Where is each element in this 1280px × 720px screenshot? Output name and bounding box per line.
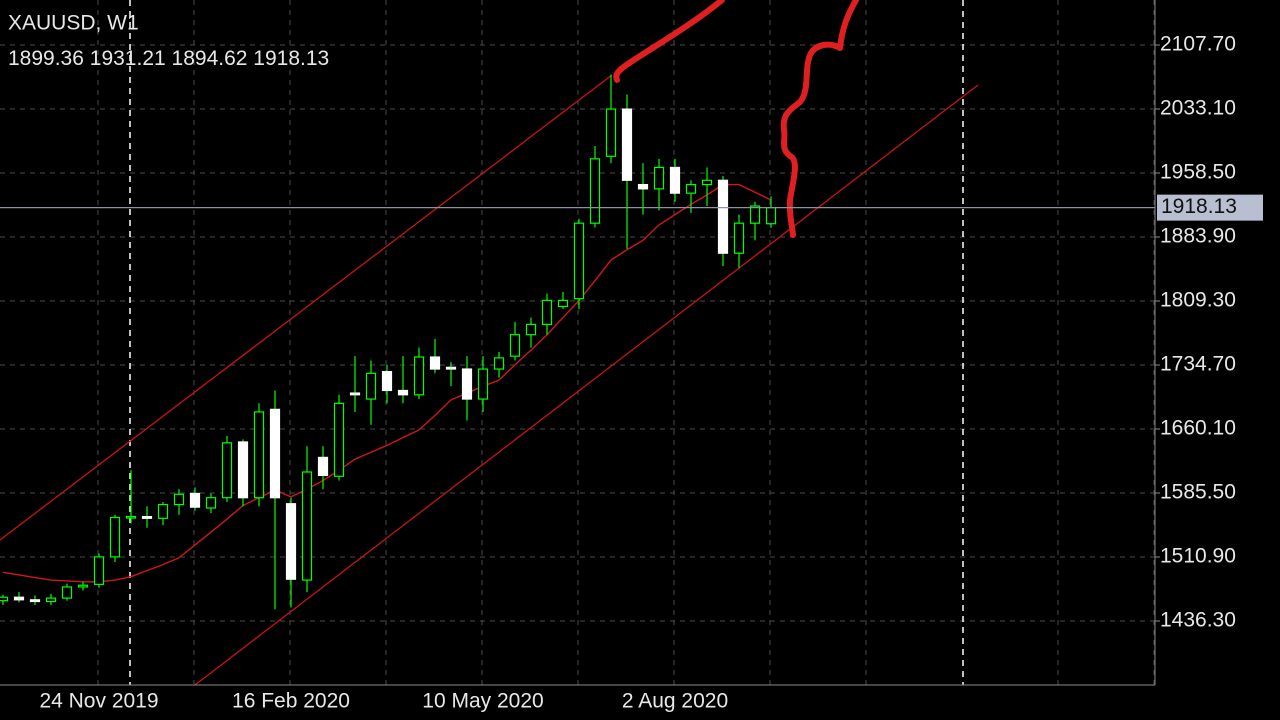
ohlc-header: 1899.36 1931.21 1894.62 1918.13 <box>8 47 329 70</box>
candle-body <box>221 442 233 499</box>
candle-body <box>413 356 425 396</box>
candle-body <box>605 108 617 157</box>
candle-body <box>573 222 585 300</box>
candle-body <box>701 179 713 186</box>
candle-body <box>141 515 153 519</box>
x-tick-label: 2 Aug 2020 <box>622 690 728 713</box>
candle-body <box>13 596 25 601</box>
candle-body <box>477 368 489 400</box>
candle-body <box>285 503 297 580</box>
y-tick-label: 2033.10 <box>1160 97 1236 120</box>
candle-body <box>77 584 89 588</box>
candle-body <box>301 471 313 581</box>
candle-body <box>189 492 201 508</box>
candle-body <box>237 441 249 499</box>
candle-body <box>445 366 457 370</box>
candle-body <box>29 599 41 603</box>
current-price-box <box>1157 194 1263 221</box>
candle-body <box>717 179 729 254</box>
x-tick-label: 16 Feb 2020 <box>232 690 350 713</box>
open-value: 1899.36 <box>8 47 84 70</box>
candle-body <box>317 456 329 477</box>
candle-body <box>125 515 137 519</box>
y-tick-label: 1660.10 <box>1160 417 1236 440</box>
candle-body <box>45 597 57 603</box>
candle-body <box>269 408 281 499</box>
candle-body <box>0 596 9 602</box>
candle-body <box>749 205 761 224</box>
close-value: 1918.13 <box>253 47 329 70</box>
candle-body <box>397 389 409 396</box>
candle-body <box>685 183 697 194</box>
candle-body <box>93 556 105 585</box>
candle-body <box>637 183 649 190</box>
candle-body <box>765 207 777 225</box>
candle-body <box>461 368 473 400</box>
candle-body <box>557 299 569 308</box>
candle-body <box>429 356 441 370</box>
candle-body <box>541 299 553 326</box>
current-price-label: 1918.13 <box>1161 195 1237 218</box>
y-tick-label: 1510.90 <box>1160 545 1236 568</box>
y-tick-label: 1883.90 <box>1160 225 1236 248</box>
low-value: 1894.62 <box>172 47 248 70</box>
candle-body <box>253 411 265 499</box>
candle-body <box>509 334 521 357</box>
y-tick-label: 1585.50 <box>1160 481 1236 504</box>
y-tick-label: 2107.70 <box>1160 33 1236 56</box>
candle-body <box>109 516 121 558</box>
symbol-title: XAUUSD, W1 <box>8 12 139 35</box>
candle-body <box>733 222 745 254</box>
candle-body <box>653 166 665 190</box>
candle-body <box>621 108 633 181</box>
candles <box>0 74 777 610</box>
high-value: 1931.21 <box>90 47 166 70</box>
candle-body <box>525 323 537 336</box>
y-tick-label: 1436.30 <box>1160 609 1236 632</box>
candle-body <box>61 586 73 599</box>
x-tick-label: 24 Nov 2019 <box>39 690 158 713</box>
candle-body <box>589 158 601 224</box>
candle-body <box>349 392 361 396</box>
candle-body <box>333 402 345 477</box>
candle-body <box>669 166 681 194</box>
y-tick-label: 1809.30 <box>1160 289 1236 312</box>
drawing <box>613 0 725 83</box>
candle-body <box>173 493 185 506</box>
candle-body <box>365 372 377 400</box>
channel-upper <box>0 74 613 541</box>
candle-body <box>493 357 505 370</box>
y-tick-label: 1734.70 <box>1160 353 1236 376</box>
candle-body <box>157 503 169 519</box>
drawing <box>780 0 859 238</box>
x-tick-label: 10 May 2020 <box>422 690 543 713</box>
candle-body <box>381 371 393 392</box>
candle-body <box>205 497 217 509</box>
moving-average <box>2 183 772 583</box>
channel-lower <box>194 84 979 686</box>
y-tick-label: 1958.50 <box>1160 161 1236 184</box>
